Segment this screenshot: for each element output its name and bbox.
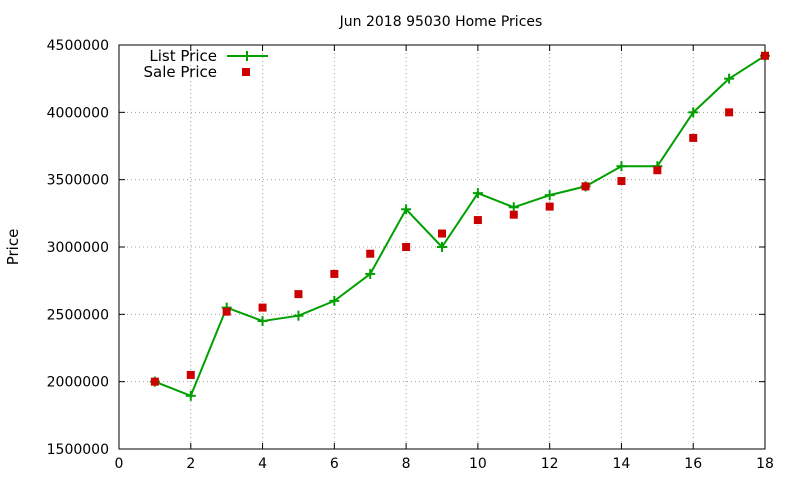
y-tick-label: 4000000 [47, 105, 109, 121]
legend-label-sale-price: Sale Price [144, 63, 217, 81]
grid-layer [119, 45, 765, 449]
plus-marker-list-price [472, 188, 483, 199]
plus-marker-list-price [688, 107, 699, 118]
square-marker-sale-price [545, 202, 554, 211]
plus-marker-list-price [437, 242, 447, 252]
square-marker-sale-price [150, 377, 159, 386]
x-tick-label: 18 [756, 456, 774, 472]
x-tick-label: 16 [684, 456, 702, 472]
series-line-list-price [154, 54, 766, 397]
square-marker-sale-price [761, 51, 769, 60]
square-marker-sale-price [258, 303, 267, 312]
legend-label-list-price: List Price [149, 47, 217, 65]
x-tick-label: 2 [186, 456, 195, 472]
legend-marker-sale-price [242, 68, 250, 76]
square-marker-sale-price [473, 216, 482, 225]
square-marker-sale-price [509, 210, 518, 219]
plus-marker-list-price [293, 310, 304, 321]
x-tick-label: 14 [613, 456, 631, 472]
x-tick-label: 4 [258, 456, 267, 472]
x-tick-label: 8 [402, 456, 411, 472]
series-layer [149, 50, 770, 401]
square-marker-sale-price [222, 307, 231, 316]
square-marker-sale-price [330, 269, 339, 278]
y-tick-label: 3500000 [47, 173, 109, 189]
square-marker-sale-price [617, 177, 626, 186]
square-marker-sale-price [438, 229, 446, 238]
y-tick-label: 1500000 [47, 442, 109, 458]
plus-marker-list-price [544, 190, 555, 201]
square-marker-sale-price [186, 370, 195, 379]
plus-marker-list-price [724, 73, 735, 84]
y-tick-label: 2000000 [47, 375, 109, 391]
plus-marker-list-price [401, 204, 412, 215]
square-marker-sale-price [689, 133, 698, 142]
square-marker-sale-price [366, 249, 375, 258]
plus-marker-list-price [365, 268, 376, 279]
y-tick-label: 2500000 [47, 307, 109, 323]
chart-title: Jun 2018 95030 Home Prices [339, 14, 543, 30]
square-marker-sale-price [294, 290, 303, 299]
square-marker-sale-price [402, 243, 411, 251]
plus-marker-list-price [257, 316, 268, 327]
square-marker-sale-price [653, 166, 662, 175]
x-tick-label: 12 [541, 456, 559, 472]
y-tick-label: 4500000 [47, 38, 109, 54]
legend-marker-list-price [242, 51, 252, 61]
x-tick-label: 6 [330, 456, 339, 472]
plus-marker-list-price [508, 202, 519, 213]
square-marker-sale-price [581, 182, 590, 191]
plus-marker-list-price [616, 161, 627, 172]
x-tick-label: 0 [115, 456, 124, 472]
y-tick-label: 3000000 [47, 240, 109, 256]
x-axis: 0 2 4 6 8 10 12 14 16 18 [115, 45, 774, 472]
y-axis-label: Price [4, 229, 22, 266]
plus-marker-list-price [185, 390, 196, 401]
x-tick-label: 10 [469, 456, 487, 472]
legend: List Price Sale Price [144, 47, 268, 81]
square-marker-sale-price [725, 108, 734, 117]
y-axis: 1500000 2000000 2500000 3000000 3500000 40000… [47, 38, 765, 458]
plus-marker-list-price [329, 295, 340, 306]
